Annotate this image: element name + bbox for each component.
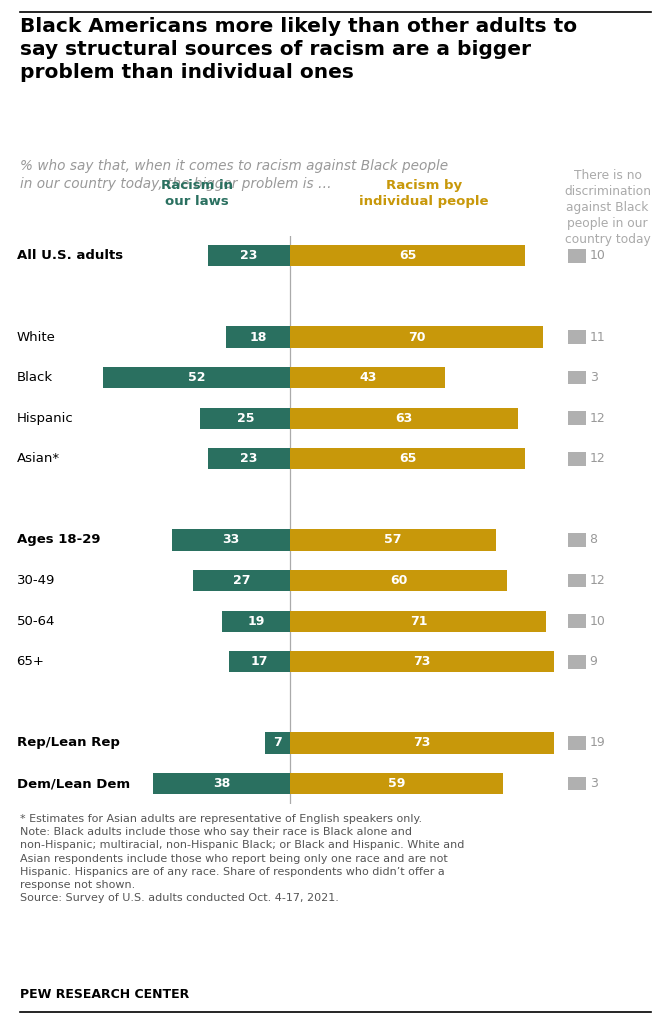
Text: 43: 43	[359, 371, 376, 384]
Text: 8: 8	[590, 534, 598, 547]
Bar	[568, 614, 586, 628]
Text: 11: 11	[590, 331, 605, 343]
Bar	[291, 570, 507, 591]
Text: 3: 3	[590, 777, 597, 791]
Text: 65+: 65+	[17, 655, 44, 669]
Text: Hispanic: Hispanic	[17, 412, 73, 425]
Text: 30-49: 30-49	[17, 574, 55, 587]
Text: 25: 25	[237, 412, 254, 425]
Text: 52: 52	[188, 371, 205, 384]
Text: 19: 19	[248, 614, 265, 628]
Text: 10: 10	[590, 249, 605, 262]
Text: 73: 73	[413, 655, 431, 669]
Text: 27: 27	[233, 574, 250, 587]
Bar	[193, 570, 291, 591]
Bar	[172, 529, 291, 551]
Text: 65: 65	[399, 249, 416, 262]
Bar	[291, 651, 554, 673]
Text: Racism by
individual people: Racism by individual people	[359, 179, 488, 208]
Text: 59: 59	[388, 777, 405, 791]
Text: 63: 63	[395, 412, 413, 425]
Text: 23: 23	[240, 249, 258, 262]
Bar	[291, 246, 525, 266]
Text: Dem/Lean Dem: Dem/Lean Dem	[17, 777, 130, 791]
Bar	[291, 327, 543, 347]
Text: 71: 71	[410, 614, 427, 628]
Bar	[265, 732, 291, 754]
Text: % who say that, when it comes to racism against Black people
in our country toda: % who say that, when it comes to racism …	[20, 159, 448, 190]
Text: PEW RESEARCH CENTER: PEW RESEARCH CENTER	[20, 988, 189, 1001]
Text: 18: 18	[250, 331, 266, 343]
Bar	[291, 732, 554, 754]
Text: 19: 19	[590, 736, 605, 750]
Bar	[568, 371, 586, 384]
Text: 17: 17	[251, 655, 268, 669]
Text: 57: 57	[384, 534, 402, 547]
Text: * Estimates for Asian adults are representative of English speakers only.
Note: : * Estimates for Asian adults are represe…	[20, 814, 464, 903]
Text: 38: 38	[213, 777, 231, 791]
Text: 50-64: 50-64	[17, 614, 55, 628]
Bar	[291, 773, 503, 794]
Bar	[207, 449, 291, 469]
Bar	[207, 246, 291, 266]
Bar	[568, 452, 586, 466]
Text: 70: 70	[408, 331, 425, 343]
Bar	[568, 330, 586, 344]
Bar	[229, 651, 291, 673]
Bar	[568, 736, 586, 750]
Text: Ages 18-29: Ages 18-29	[17, 534, 100, 547]
Text: 10: 10	[590, 614, 605, 628]
Text: 73: 73	[413, 736, 431, 750]
Text: 12: 12	[590, 574, 605, 587]
Bar	[568, 573, 586, 588]
Text: Asian*: Asian*	[17, 453, 60, 465]
Text: White: White	[17, 331, 56, 343]
Text: 9: 9	[590, 655, 597, 669]
Text: 60: 60	[390, 574, 407, 587]
Bar	[568, 412, 586, 425]
Bar	[291, 529, 496, 551]
Bar	[291, 449, 525, 469]
Bar	[291, 610, 546, 632]
Text: 23: 23	[240, 453, 258, 465]
Text: Rep/Lean Rep: Rep/Lean Rep	[17, 736, 119, 750]
Text: Black: Black	[17, 371, 52, 384]
Text: Racism in
our laws: Racism in our laws	[161, 179, 233, 208]
Bar	[201, 408, 291, 429]
Text: 65: 65	[399, 453, 416, 465]
Text: 12: 12	[590, 453, 605, 465]
Text: 7: 7	[274, 736, 282, 750]
Bar	[154, 773, 291, 794]
Bar	[568, 655, 586, 669]
Bar	[568, 534, 586, 547]
Bar	[225, 327, 291, 347]
Text: 3: 3	[590, 371, 597, 384]
Bar	[568, 776, 586, 791]
Text: 12: 12	[590, 412, 605, 425]
Text: All U.S. adults: All U.S. adults	[17, 249, 123, 262]
Text: 33: 33	[222, 534, 240, 547]
Text: There is no
discrimination
against Black
people in our
country today: There is no discrimination against Black…	[564, 169, 651, 246]
Bar	[568, 249, 586, 263]
Bar	[222, 610, 291, 632]
Bar	[103, 367, 291, 388]
Bar	[291, 367, 446, 388]
Bar	[291, 408, 517, 429]
Text: Black Americans more likely than other adults to
say structural sources of racis: Black Americans more likely than other a…	[20, 17, 577, 82]
